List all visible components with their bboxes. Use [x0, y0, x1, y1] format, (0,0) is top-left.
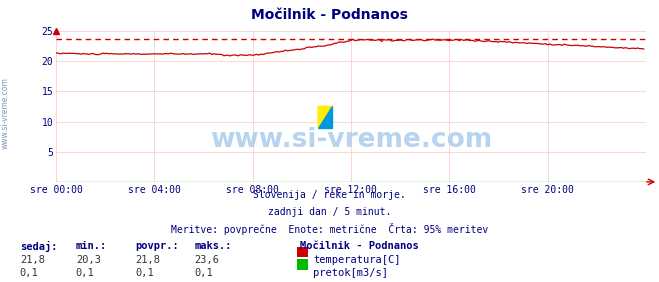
- Polygon shape: [318, 106, 333, 127]
- Text: temperatura[C]: temperatura[C]: [313, 255, 401, 265]
- Text: zadnji dan / 5 minut.: zadnji dan / 5 minut.: [268, 207, 391, 217]
- Text: 0,1: 0,1: [135, 268, 154, 278]
- Text: min.:: min.:: [76, 241, 107, 251]
- Text: maks.:: maks.:: [194, 241, 232, 251]
- Text: sedaj:: sedaj:: [20, 241, 57, 252]
- Text: pretok[m3/s]: pretok[m3/s]: [313, 268, 388, 278]
- Text: 23,6: 23,6: [194, 255, 219, 265]
- Text: 20,3: 20,3: [76, 255, 101, 265]
- Text: 21,8: 21,8: [20, 255, 45, 265]
- Polygon shape: [318, 106, 333, 127]
- Text: Slovenija / reke in morje.: Slovenija / reke in morje.: [253, 190, 406, 200]
- Text: 0,1: 0,1: [20, 268, 38, 278]
- Text: Meritve: povprečne  Enote: metrične  Črta: 95% meritev: Meritve: povprečne Enote: metrične Črta:…: [171, 223, 488, 235]
- Text: povpr.:: povpr.:: [135, 241, 179, 251]
- Text: Močilnik - Podnanos: Močilnik - Podnanos: [251, 8, 408, 23]
- Text: 0,1: 0,1: [76, 268, 94, 278]
- Text: Močilnik - Podnanos: Močilnik - Podnanos: [300, 241, 418, 251]
- Text: 0,1: 0,1: [194, 268, 213, 278]
- Text: 21,8: 21,8: [135, 255, 160, 265]
- Text: www.si-vreme.com: www.si-vreme.com: [1, 77, 10, 149]
- Text: www.si-vreme.com: www.si-vreme.com: [210, 127, 492, 153]
